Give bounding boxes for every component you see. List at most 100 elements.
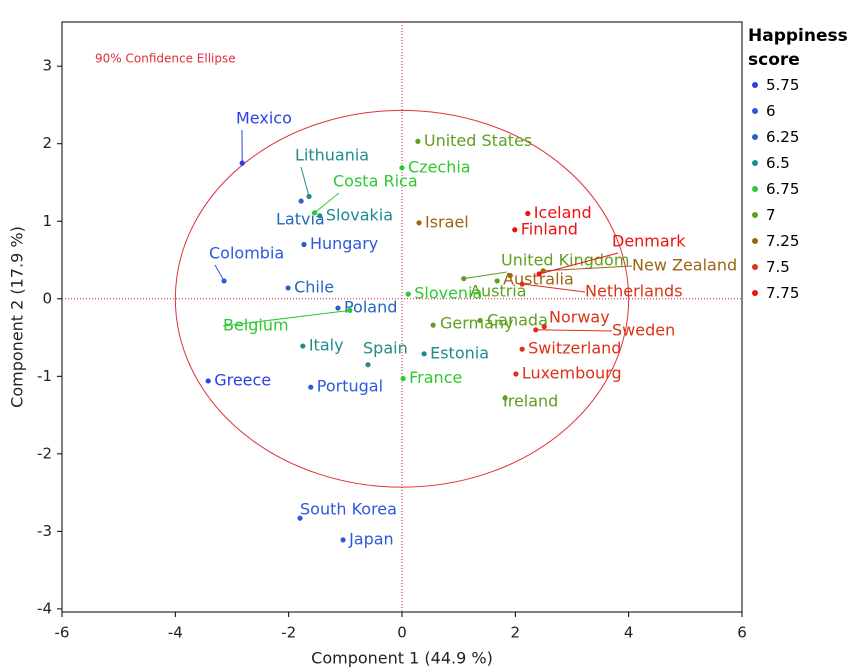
point [525, 210, 531, 217]
point-label: Slovenia [414, 284, 482, 303]
legend-marker [752, 82, 758, 88]
confidence-ellipse [174, 109, 630, 488]
point-label: Canada [487, 311, 548, 330]
point [512, 227, 518, 233]
legend-marker [752, 212, 758, 218]
point-label: Netherlands [585, 282, 683, 301]
legend-label: 6 [766, 102, 776, 120]
point [513, 371, 519, 377]
point-label: Mexico [236, 109, 292, 128]
point [221, 278, 227, 284]
point [519, 346, 525, 352]
leader-line [535, 329, 613, 332]
y-tick-label: -3 [37, 522, 52, 540]
point [416, 220, 422, 226]
point-label: Sweden [612, 321, 675, 340]
legend: Happiness score 5.75 6 6.25 6.5 6.75 7 7.25 7.5… [748, 24, 856, 306]
point-label: Iceland [534, 203, 592, 222]
legend-item: 6.25 [748, 124, 856, 150]
point-label: Israel [425, 212, 469, 231]
legend-item: 5.75 [748, 72, 856, 98]
x-tick-label: -4 [168, 624, 183, 642]
point-label: Latvia [276, 210, 325, 229]
leader-line [543, 265, 633, 272]
x-axis-title: Component 1 (44.9 %) [311, 649, 493, 668]
legend-label: 7.5 [766, 258, 790, 276]
leader-line [463, 271, 508, 280]
point-label: South Korea [300, 500, 397, 519]
point-label: Belgium [223, 316, 289, 335]
point-label: Denmark [612, 232, 686, 251]
legend-label: 6.75 [766, 180, 800, 198]
legend-marker [752, 134, 758, 140]
legend-item: 6.75 [748, 176, 856, 202]
point [461, 276, 467, 282]
y-tick-label: -2 [37, 444, 52, 462]
point [519, 281, 525, 287]
point [365, 362, 371, 368]
point [205, 378, 211, 384]
point [347, 307, 353, 314]
point [400, 376, 406, 382]
x-tick-label: 6 [737, 624, 747, 642]
point-label: United States [424, 131, 532, 150]
point-label: New Zealand [632, 256, 737, 275]
y-tick-label: 3 [42, 57, 52, 75]
legend-item: 7.75 [748, 280, 856, 306]
x-tick-label: 0 [397, 624, 407, 642]
point [312, 210, 318, 216]
point-label: Switzerland [528, 339, 621, 358]
legend-label: 6.25 [766, 128, 800, 146]
legend-marker [752, 186, 758, 192]
legend-label: 7 [766, 206, 776, 224]
point-label: Japan [348, 529, 394, 548]
point [335, 305, 341, 311]
legend-label: 7.75 [766, 284, 800, 302]
point-label: Costa Rica [333, 172, 418, 191]
leader-line [314, 192, 340, 214]
point-label: Portugal [317, 377, 383, 396]
x-tick-label: -2 [281, 624, 296, 642]
point [306, 193, 312, 200]
point [421, 351, 427, 357]
point [285, 285, 291, 291]
leader-line [300, 166, 310, 197]
point [477, 317, 483, 324]
legend-label: 7.25 [766, 232, 800, 250]
point [297, 515, 303, 521]
point-label: Lithuania [295, 146, 369, 165]
point-label: Hungary [310, 234, 378, 253]
point [430, 322, 436, 328]
y-tick-label: 1 [42, 212, 52, 230]
legend-item: 6.5 [748, 150, 856, 176]
legend-item: 7.5 [748, 254, 856, 280]
point [507, 272, 513, 279]
leader-line [522, 283, 586, 293]
point [301, 241, 307, 248]
point-label: Ireland [503, 392, 558, 411]
point-label: Spain [363, 339, 408, 358]
point [502, 395, 508, 401]
point-label: Italy [309, 336, 344, 355]
legend-label: 5.75 [766, 76, 800, 94]
y-axis-title: Component 2 (17.9 %) [8, 226, 27, 408]
legend-marker [752, 290, 758, 296]
point-label: Greece [214, 370, 271, 389]
point-label: Czechia [408, 157, 471, 176]
annotation: 90% Confidence Ellipse [95, 52, 236, 66]
point [494, 278, 500, 284]
legend-marker [752, 160, 758, 166]
point-label: Norway [549, 308, 610, 327]
legend-item: 6 [748, 98, 856, 124]
point [239, 160, 245, 166]
point [298, 198, 304, 204]
point-label: Germany [440, 314, 514, 333]
point-label: Finland [521, 219, 578, 238]
leader-line [222, 309, 350, 327]
legend-title: Happiness score [748, 26, 848, 70]
point [300, 343, 306, 349]
point-label: Chile [294, 277, 334, 296]
legend-marker [752, 108, 758, 114]
